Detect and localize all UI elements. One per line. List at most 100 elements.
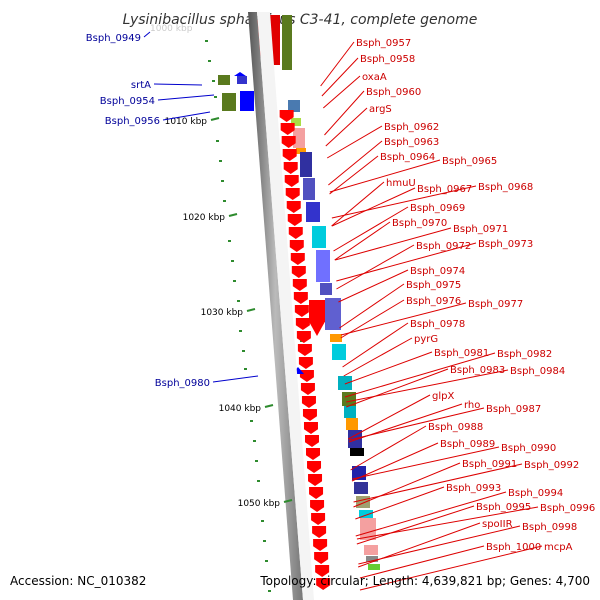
right-gene-label[interactable]: Bsph_0969 <box>410 203 465 214</box>
gene-block <box>366 556 378 562</box>
kbp-ticks: 1010 kbp 1020 kbp 1030 kbp 1040 kbp 1050 kbp <box>165 117 293 509</box>
gc-skew-dot <box>233 280 236 282</box>
right-gene-label[interactable]: Bsph_0981 <box>434 348 489 359</box>
left-gene-label[interactable]: Bsph_0949 <box>86 33 141 44</box>
label-leader-line <box>353 462 461 508</box>
right-gene-label[interactable]: argS <box>369 104 392 115</box>
gene-block <box>338 376 352 390</box>
right-gene-label[interactable]: oxaA <box>362 72 387 83</box>
right-gene-label[interactable]: Bsph_0983 <box>450 365 505 376</box>
left-gene-label[interactable]: Bsph_0956 <box>105 116 160 127</box>
gene-track <box>218 15 380 570</box>
tick-label: 1030 kbp <box>201 308 244 318</box>
right-gene-label[interactable]: Bsph_0960 <box>366 87 421 98</box>
cds-arrow <box>282 149 297 161</box>
right-gene-label[interactable]: spoIIR <box>482 519 513 530</box>
right-gene-label[interactable]: Bsph_0964 <box>380 152 435 163</box>
right-gene-label[interactable]: Bsph_0984 <box>510 366 565 377</box>
cds-arrow <box>309 487 324 499</box>
cds-arrow <box>292 279 307 291</box>
right-gene-label[interactable]: Bsph_0987 <box>486 404 541 415</box>
right-gene-label[interactable]: Bsph_0958 <box>360 54 415 65</box>
right-gene-label[interactable]: Bsph_0990 <box>501 443 556 454</box>
right-gene-label[interactable]: Bsph_0971 <box>453 224 508 235</box>
right-gene-label[interactable]: hmuU <box>386 178 416 189</box>
gene-block <box>344 406 356 418</box>
gc-skew-dot <box>228 240 231 242</box>
right-gene-label[interactable]: Bsph_0996 <box>540 503 595 514</box>
right-gene-label[interactable]: glpX <box>432 391 454 402</box>
right-gene-label[interactable]: Bsph_0988 <box>428 422 483 433</box>
left-gene-label[interactable]: Bsph_0954 <box>100 96 155 107</box>
cds-arrow <box>315 565 330 577</box>
label-leader-line <box>331 181 385 227</box>
gene-block <box>293 128 305 148</box>
right-gene-label[interactable]: Bsph_0975 <box>406 280 461 291</box>
label-leader-line <box>347 394 431 440</box>
gc-skew-dot <box>205 40 208 42</box>
cds-arrow <box>312 526 327 538</box>
right-gene-label[interactable]: Bsph_0989 <box>440 439 495 450</box>
label-leader-line <box>157 94 215 101</box>
gene-block <box>360 518 376 540</box>
right-gene-label[interactable]: Bsph_0972 <box>416 241 471 252</box>
tick-mark <box>283 499 293 503</box>
gene-block <box>303 178 315 200</box>
right-gene-label[interactable]: Bsph_0982 <box>497 349 552 360</box>
right-gene-label[interactable]: Bsph_0977 <box>468 299 523 310</box>
right-gene-label[interactable]: Bsph_0978 <box>410 319 465 330</box>
label-leader-line <box>329 159 441 193</box>
cds-arrow <box>291 266 306 278</box>
gene-block <box>240 91 254 111</box>
label-leader-line <box>326 125 383 159</box>
gene-block <box>312 226 326 248</box>
right-gene-label[interactable]: Bsph_0991 <box>462 459 517 470</box>
gc-skew-dot <box>261 520 264 522</box>
right-gene-label[interactable]: Bsph_0976 <box>406 296 461 307</box>
gene-block <box>306 202 320 222</box>
right-gene-label[interactable]: Bsph_0974 <box>410 266 465 277</box>
gene-block <box>300 152 312 177</box>
gene-block <box>332 344 346 360</box>
label-leader-line <box>342 322 409 368</box>
cds-arrow <box>293 292 308 304</box>
left-gene-label[interactable]: srtA <box>131 80 151 91</box>
gene-block <box>364 545 378 555</box>
right-gene-label[interactable]: Bsph_0994 <box>508 488 563 499</box>
label-leader-line <box>322 75 361 109</box>
label-leader-line <box>320 41 355 87</box>
right-gene-label[interactable]: Bsph_0992 <box>524 460 579 471</box>
right-gene-label[interactable]: Bsph_0993 <box>446 483 501 494</box>
right-gene-label[interactable]: Bsph_0957 <box>356 38 411 49</box>
gc-skew-dot <box>250 420 253 422</box>
ghost-tick-label: 1000 kbp <box>150 24 193 34</box>
right-gene-label[interactable]: pyrG <box>414 334 438 345</box>
right-gene-label[interactable]: Bsph_0970 <box>392 218 447 229</box>
right-gene-label[interactable]: Bsph_0968 <box>478 182 533 193</box>
right-gene-label[interactable]: Bsph_0963 <box>384 137 439 148</box>
cds-arrow <box>313 539 328 551</box>
left-gene-label[interactable]: Bsph_0980 <box>155 378 210 389</box>
right-gene-label[interactable]: Bsph_0973 <box>478 239 533 250</box>
tick-mark <box>210 117 220 121</box>
right-gene-label[interactable]: mcpA <box>544 542 573 553</box>
cds-arrow <box>316 578 331 590</box>
gene-block <box>291 118 301 126</box>
gc-skew-dot <box>239 330 242 332</box>
right-gene-label[interactable]: Bsph_0965 <box>442 156 497 167</box>
gene-block <box>325 298 341 330</box>
right-gene-label[interactable]: Bsph_0998 <box>522 522 577 533</box>
right-gene-label[interactable]: rho <box>464 400 480 411</box>
cds-arrow <box>301 396 316 408</box>
label-leader-line <box>359 545 543 591</box>
right-gene-label[interactable]: Bsph_0995 <box>476 502 531 513</box>
right-gene-label[interactable]: Bsph_0962 <box>384 122 439 133</box>
right-gene-label[interactable]: Bsph_1000 <box>486 542 541 553</box>
cds-arrow <box>285 188 300 200</box>
label-leader-line <box>162 111 211 121</box>
tick-label: 1010 kbp <box>165 117 208 127</box>
right-gene-label[interactable]: Bsph_0967 <box>417 184 472 195</box>
cds-arrow <box>279 110 294 122</box>
gene-block <box>356 496 370 508</box>
